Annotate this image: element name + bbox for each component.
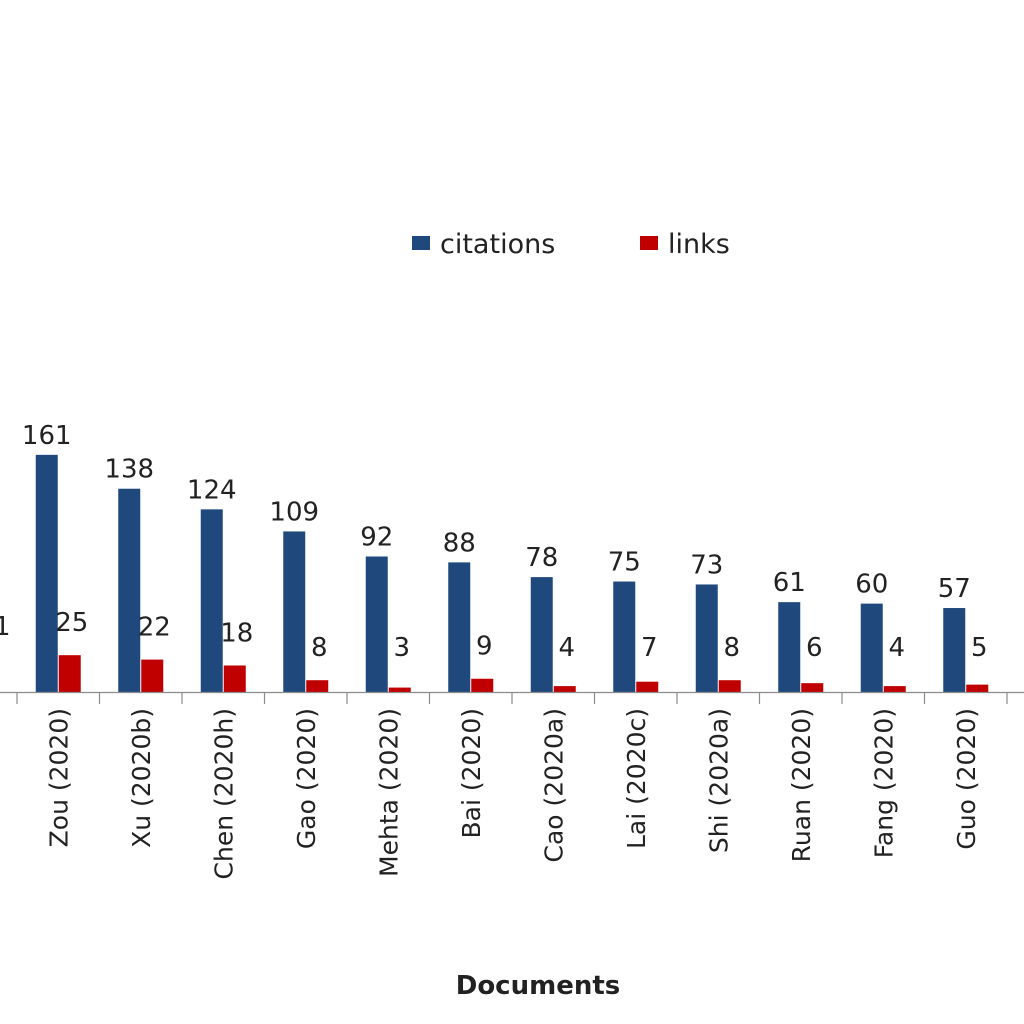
data-label-citations: 109: [269, 497, 319, 527]
data-labels: 1612513822124181098923889784757738616604…: [22, 421, 988, 663]
data-label-links: 4: [558, 633, 575, 663]
data-label-links: 8: [311, 633, 328, 663]
category-label: Fang (2020): [869, 708, 898, 858]
category-label: Cao (2020a): [539, 708, 568, 862]
legend-swatch-citations: [412, 236, 430, 250]
bar-citations: [530, 577, 553, 692]
category-label: Lai (2020c): [622, 708, 651, 849]
data-label-links: 25: [55, 608, 88, 638]
data-label-citations: 75: [608, 548, 641, 578]
bars: [35, 454, 989, 692]
x-axis: [0, 691, 1024, 704]
category-label: Guo (2020): [952, 708, 981, 850]
category-label: Bai (2020): [457, 708, 486, 839]
data-label-citations: 78: [525, 543, 558, 573]
data-label-citations: 138: [104, 455, 154, 485]
bar-citations: [613, 581, 636, 692]
legend-label-citations: citations: [440, 229, 555, 260]
data-label-links: 4: [888, 633, 905, 663]
category-label: Shi (2020a): [704, 708, 733, 853]
bar-links: [553, 686, 576, 692]
data-label-citations: 161: [22, 421, 72, 451]
category-label: Zou (2020): [44, 708, 73, 847]
data-label-links: 6: [806, 633, 823, 663]
bar-links: [966, 684, 989, 692]
legend-swatch-links: [640, 236, 658, 250]
data-label-links: 9: [476, 632, 493, 662]
bar-citations: [448, 562, 471, 692]
bar-links: [388, 687, 411, 692]
category-label: Mehta (2020): [374, 708, 403, 877]
category-label: Gao (2020): [292, 708, 321, 849]
data-label-citations: 57: [938, 574, 971, 604]
bar-links: [718, 680, 741, 692]
bar-links: [471, 678, 494, 692]
bar-citations: [943, 608, 966, 692]
bar-links: [141, 659, 164, 692]
data-label-links: 5: [971, 633, 988, 663]
bar-citations: [860, 603, 883, 692]
bar-citations: [365, 556, 388, 692]
category-label: Chen (2020h): [209, 708, 238, 879]
bar-links: [223, 665, 246, 692]
bar-citations: [695, 584, 718, 692]
bar-links: [636, 681, 659, 692]
bar-links: [58, 655, 81, 692]
category-label: Ruan (2020): [787, 708, 816, 862]
bar-citations: [200, 509, 223, 692]
bar-citations: [35, 454, 58, 692]
legend-label-links: links: [668, 229, 730, 260]
data-label-citations: 124: [187, 475, 237, 505]
x-axis-title: Documents: [456, 971, 621, 1001]
data-label-citations: 60: [855, 570, 888, 600]
data-label-links: 18: [220, 618, 253, 648]
bar-links: [306, 680, 329, 692]
data-label-citations: 92: [360, 522, 393, 552]
bar-links: [883, 686, 906, 692]
data-label-links: 7: [641, 633, 658, 663]
data-label-links: 8: [723, 633, 740, 663]
legend: citations links: [412, 229, 730, 260]
data-label-citations: 61: [773, 568, 806, 598]
bar-citations: [283, 531, 306, 692]
bar-citations: [778, 602, 801, 692]
category-label: Xu (2020b): [127, 708, 156, 848]
data-label-links: 22: [138, 613, 171, 643]
data-label-links: 3: [393, 633, 410, 663]
bar-citations: [118, 488, 141, 692]
tick-labels: Zou (2020) Xu (2020b) Chen (2020h) Gao (202…: [44, 708, 981, 879]
data-label-citations: 73: [690, 550, 723, 580]
partial-data-label: 1: [0, 612, 11, 642]
bar-links: [801, 683, 824, 692]
data-label-citations: 88: [443, 528, 476, 558]
